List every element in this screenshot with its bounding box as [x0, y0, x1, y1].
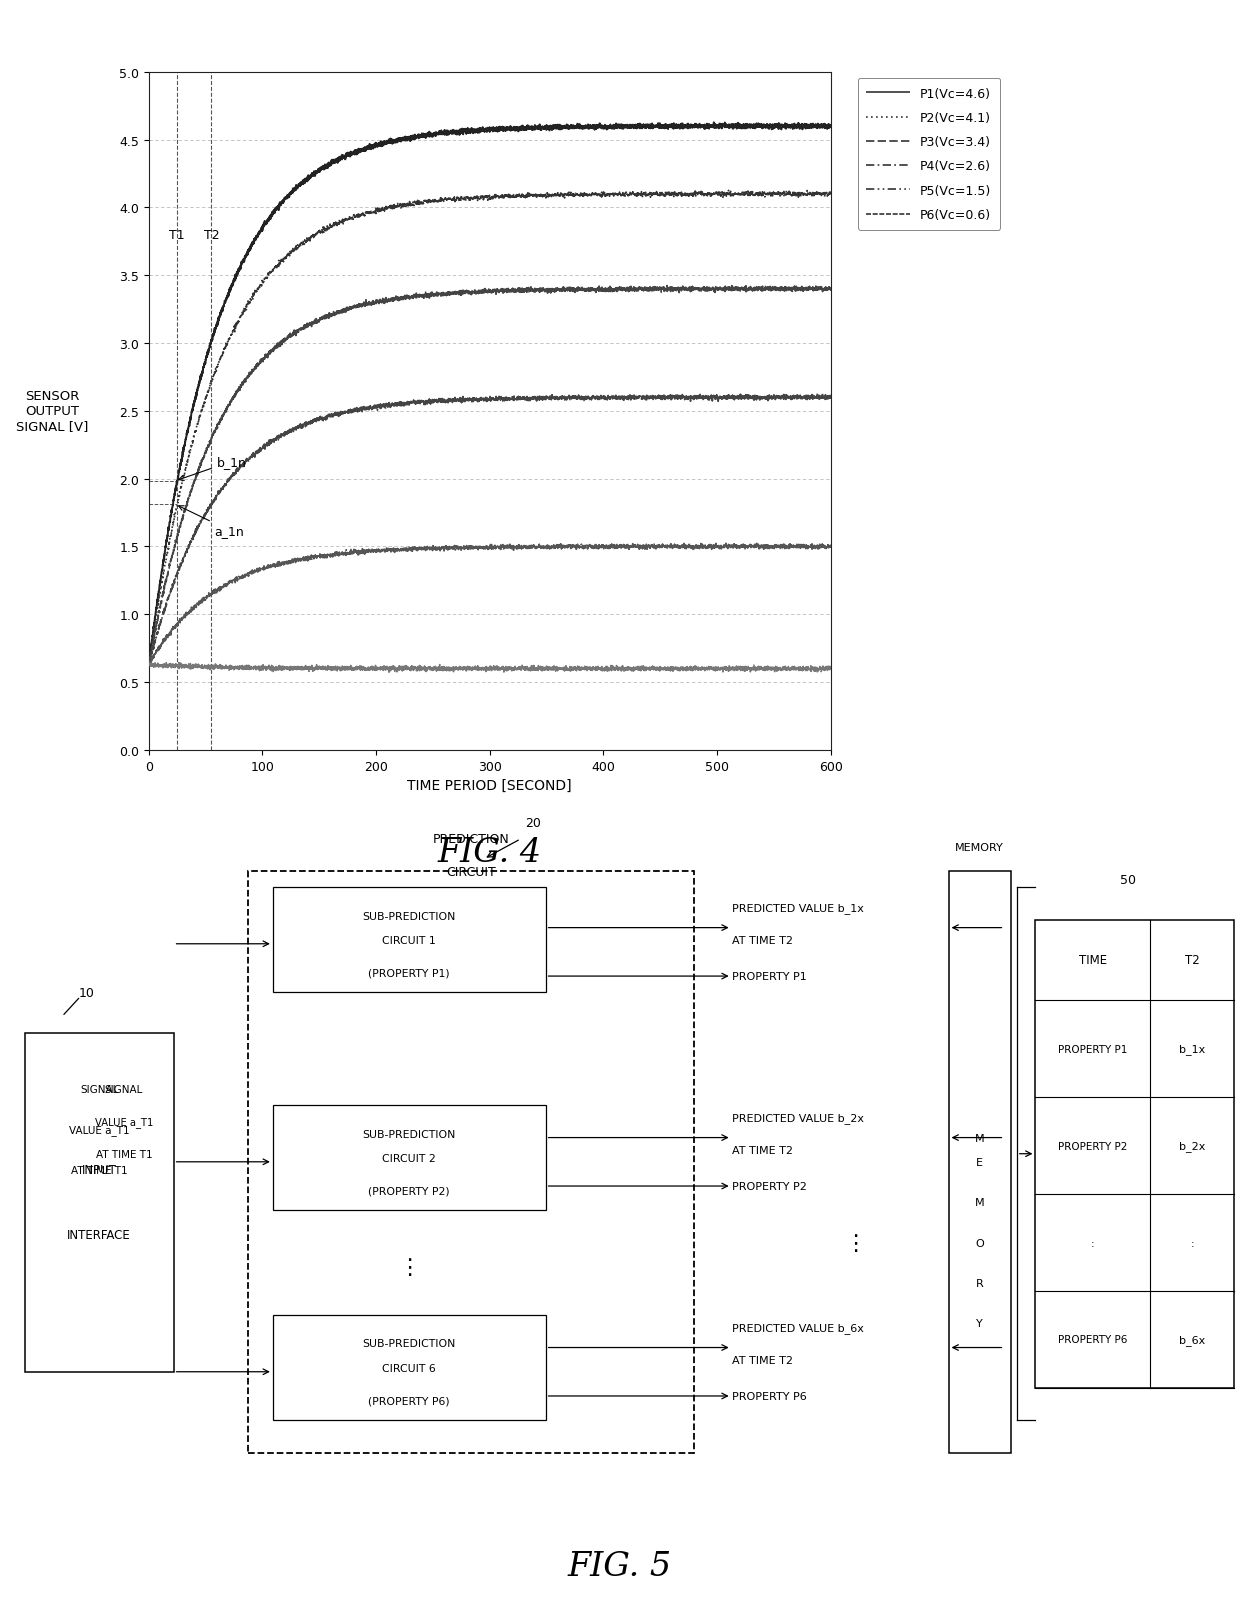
Text: AT TIME T1: AT TIME T1 [95, 1149, 153, 1159]
Text: AT TIME T1: AT TIME T1 [71, 1165, 128, 1175]
Text: O: O [975, 1238, 985, 1248]
Bar [25, 1033, 174, 1372]
Legend: P1(Vc=4.6), P2(Vc=4.1), P3(Vc=3.4), P4(Vc=2.6), P5(Vc=1.5), P6(Vc=0.6): P1(Vc=4.6), P2(Vc=4.1), P3(Vc=3.4), P4(V… [858, 79, 999, 231]
Y-axis label: SENSOR
OUTPUT
SIGNAL [V]: SENSOR OUTPUT SIGNAL [V] [16, 391, 88, 433]
Bar [273, 1315, 546, 1420]
Text: PREDICTED VALUE b_6x: PREDICTED VALUE b_6x [732, 1322, 863, 1333]
X-axis label: TIME PERIOD [SECOND]: TIME PERIOD [SECOND] [408, 780, 572, 792]
Text: 20: 20 [526, 817, 541, 830]
Text: PREDICTION: PREDICTION [433, 833, 510, 846]
Bar [949, 872, 1011, 1453]
Bar [273, 888, 546, 993]
Text: AT TIME T2: AT TIME T2 [732, 935, 792, 946]
Text: b_6x: b_6x [1179, 1335, 1205, 1344]
Text: PROPERTY P2: PROPERTY P2 [1058, 1141, 1127, 1151]
Text: ⋮: ⋮ [844, 1233, 867, 1252]
Text: b_2x: b_2x [1179, 1141, 1205, 1151]
Text: INTERFACE: INTERFACE [67, 1228, 131, 1241]
Text: PROPERTY P2: PROPERTY P2 [732, 1181, 806, 1191]
Text: SUB-PREDICTION: SUB-PREDICTION [362, 1338, 456, 1349]
Text: AT TIME T2: AT TIME T2 [732, 1144, 792, 1156]
Text: VALUE a_T1: VALUE a_T1 [94, 1117, 154, 1127]
Text: (PROPERTY P1): (PROPERTY P1) [368, 967, 450, 978]
Text: SIGNAL: SIGNAL [105, 1085, 143, 1094]
Text: CIRCUIT 1: CIRCUIT 1 [382, 935, 436, 946]
Text: FIG. 4: FIG. 4 [438, 836, 542, 868]
Text: PREDICTED VALUE b_2x: PREDICTED VALUE b_2x [732, 1112, 863, 1123]
Text: PROPERTY P1: PROPERTY P1 [1058, 1044, 1127, 1054]
Text: :: : [1190, 1238, 1194, 1248]
Text: AT TIME T2: AT TIME T2 [732, 1354, 792, 1365]
Text: (PROPERTY P2): (PROPERTY P2) [368, 1185, 450, 1196]
Text: :: : [1091, 1238, 1095, 1248]
Text: MEMORY: MEMORY [955, 843, 1004, 852]
Text: PROPERTY P1: PROPERTY P1 [732, 972, 806, 981]
Text: a_1n: a_1n [179, 507, 244, 537]
Text: (PROPERTY P6): (PROPERTY P6) [368, 1394, 450, 1406]
Text: b_1n: b_1n [179, 455, 247, 481]
Text: M: M [975, 1133, 985, 1143]
Text: CIRCUIT: CIRCUIT [446, 865, 496, 878]
Text: E: E [976, 1157, 983, 1167]
Text: CIRCUIT 2: CIRCUIT 2 [382, 1152, 436, 1164]
Text: SUB-PREDICTION: SUB-PREDICTION [362, 1128, 456, 1139]
Text: PROPERTY P6: PROPERTY P6 [1058, 1335, 1127, 1344]
Text: VALUE a_T1: VALUE a_T1 [69, 1125, 129, 1135]
Text: ⋮: ⋮ [398, 1257, 420, 1277]
Text: R: R [976, 1278, 983, 1288]
Bar [273, 1106, 546, 1210]
Text: M: M [975, 1198, 985, 1207]
Text: T2: T2 [1184, 954, 1199, 967]
Text: T2: T2 [203, 229, 219, 242]
Text: 10: 10 [79, 986, 94, 999]
Bar [1035, 920, 1234, 1388]
Text: PREDICTED VALUE b_1x: PREDICTED VALUE b_1x [732, 902, 863, 914]
Text: Y: Y [976, 1319, 983, 1328]
Text: SIGNAL: SIGNAL [81, 1085, 118, 1094]
Text: INPUT: INPUT [82, 1164, 117, 1177]
Text: PROPERTY P6: PROPERTY P6 [732, 1391, 806, 1401]
Text: 50: 50 [1121, 873, 1136, 886]
Text: b_1x: b_1x [1179, 1044, 1205, 1054]
Text: TIME: TIME [1079, 954, 1107, 967]
Text: SUB-PREDICTION: SUB-PREDICTION [362, 910, 456, 922]
Text: T1: T1 [170, 229, 185, 242]
Text: CIRCUIT 6: CIRCUIT 6 [382, 1362, 436, 1374]
Text: FIG. 5: FIG. 5 [568, 1549, 672, 1582]
Bar [248, 872, 694, 1453]
